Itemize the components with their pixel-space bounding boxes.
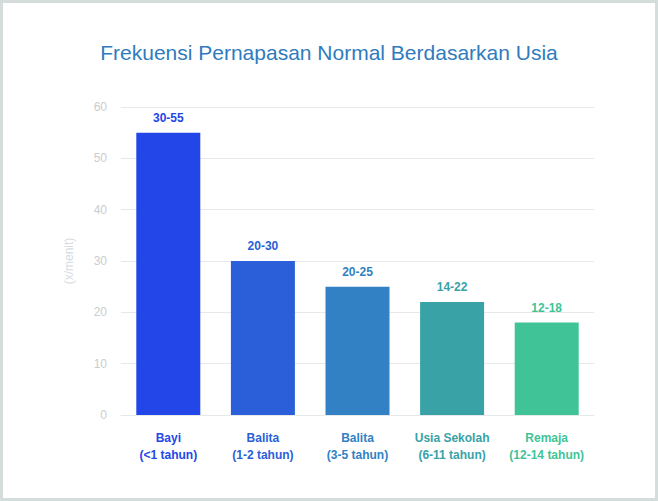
svg-text:Usia Sekolah: Usia Sekolah [415,431,490,445]
svg-text:0: 0 [100,408,107,422]
svg-text:(<1 tahun): (<1 tahun) [139,448,197,462]
svg-text:Balita: Balita [247,431,280,445]
svg-text:60: 60 [94,100,108,114]
svg-text:20-30: 20-30 [248,239,279,253]
svg-text:(6-11 tahun): (6-11 tahun) [418,448,485,462]
svg-text:30: 30 [94,254,108,268]
svg-text:(3-5 tahun): (3-5 tahun) [327,448,388,462]
svg-text:30-55: 30-55 [153,111,184,125]
svg-text:Bayi: Bayi [156,431,181,445]
svg-text:20-25: 20-25 [342,265,373,279]
svg-text:20: 20 [94,305,108,319]
svg-text:50: 50 [94,151,108,165]
svg-text:12-18: 12-18 [531,301,562,315]
svg-text:(12-14 tahun): (12-14 tahun) [509,448,584,462]
svg-text:10: 10 [94,357,108,371]
svg-text:Remaja: Remaja [525,431,568,445]
svg-text:Balita: Balita [341,431,374,445]
svg-text:(1-2 tahun): (1-2 tahun) [232,448,293,462]
svg-text:Frekuensi Pernapasan Normal Be: Frekuensi Pernapasan Normal Berdasarkan … [100,41,558,64]
svg-text:40: 40 [94,203,108,217]
svg-text:(x/menit): (x/menit) [62,238,76,285]
svg-text:14-22: 14-22 [437,280,468,294]
